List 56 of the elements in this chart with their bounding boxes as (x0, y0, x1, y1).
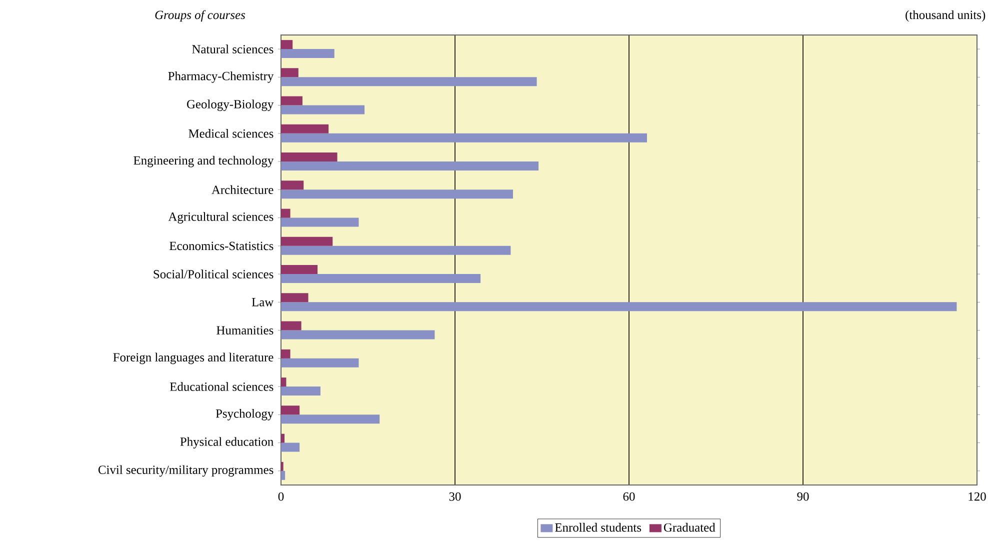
bar (281, 434, 284, 443)
bar (281, 414, 380, 424)
y-tick-label: Architecture (212, 185, 274, 194)
bar (281, 236, 333, 246)
y-tick-label: Geology-Biology (187, 100, 274, 111)
bar (281, 49, 334, 58)
x-tick-label: 120 (968, 492, 986, 501)
y-tick-label: Social/Political sciences (154, 270, 274, 278)
bar (281, 442, 300, 452)
bar (281, 68, 298, 78)
bar (281, 358, 359, 368)
text: (thousand units) (906, 10, 986, 22)
bar (281, 302, 957, 312)
y-tick-label: Medical sciences (188, 129, 274, 138)
y-tick-label: Economics-Statistics (170, 242, 274, 250)
bar (281, 40, 293, 50)
bar (281, 190, 514, 199)
y-tick-label: Civil security/military programmes (98, 465, 274, 477)
x-tick-label: 0 (278, 492, 284, 501)
bar (281, 378, 286, 387)
y-axis-title: Groups of courses (155, 10, 246, 22)
y-tick-label: Educational sciences (170, 382, 274, 391)
legend-label: Graduated (664, 522, 716, 532)
bar (281, 321, 302, 330)
x-tick-label: 90 (797, 492, 809, 501)
bar (281, 124, 329, 134)
bar (281, 265, 318, 274)
bar (281, 274, 481, 284)
legend-label: Enrolled students (555, 522, 642, 532)
bar (281, 105, 365, 114)
bar (281, 77, 537, 86)
bar (281, 218, 359, 227)
bar (281, 349, 290, 358)
y-tick-label: Law (252, 298, 274, 306)
bar (281, 470, 286, 480)
bar (281, 152, 338, 162)
y-tick-label: Agricultural sciences (168, 212, 274, 224)
bar (281, 208, 290, 218)
x-tick-label: 30 (449, 492, 461, 501)
x-tick-label: 60 (623, 492, 635, 501)
y-tick-label: Foreign languages and literature (113, 352, 274, 364)
y-tick-label: Pharmacy-Chemistry (168, 72, 274, 83)
bar (281, 330, 435, 340)
y-tick-label: Psychology (216, 409, 274, 420)
bar (281, 293, 308, 302)
y-tick-label: Natural sciences (192, 44, 274, 54)
bar (281, 406, 300, 415)
bar (281, 133, 647, 142)
bar (281, 162, 539, 171)
y-tick-label: Humanities (216, 326, 274, 334)
bar (281, 386, 320, 396)
bar (281, 180, 304, 190)
y-tick-label: Engineering and technology (134, 156, 274, 168)
y-tick-label: Physical education (180, 437, 274, 448)
bar (281, 246, 511, 255)
bar (281, 96, 302, 106)
